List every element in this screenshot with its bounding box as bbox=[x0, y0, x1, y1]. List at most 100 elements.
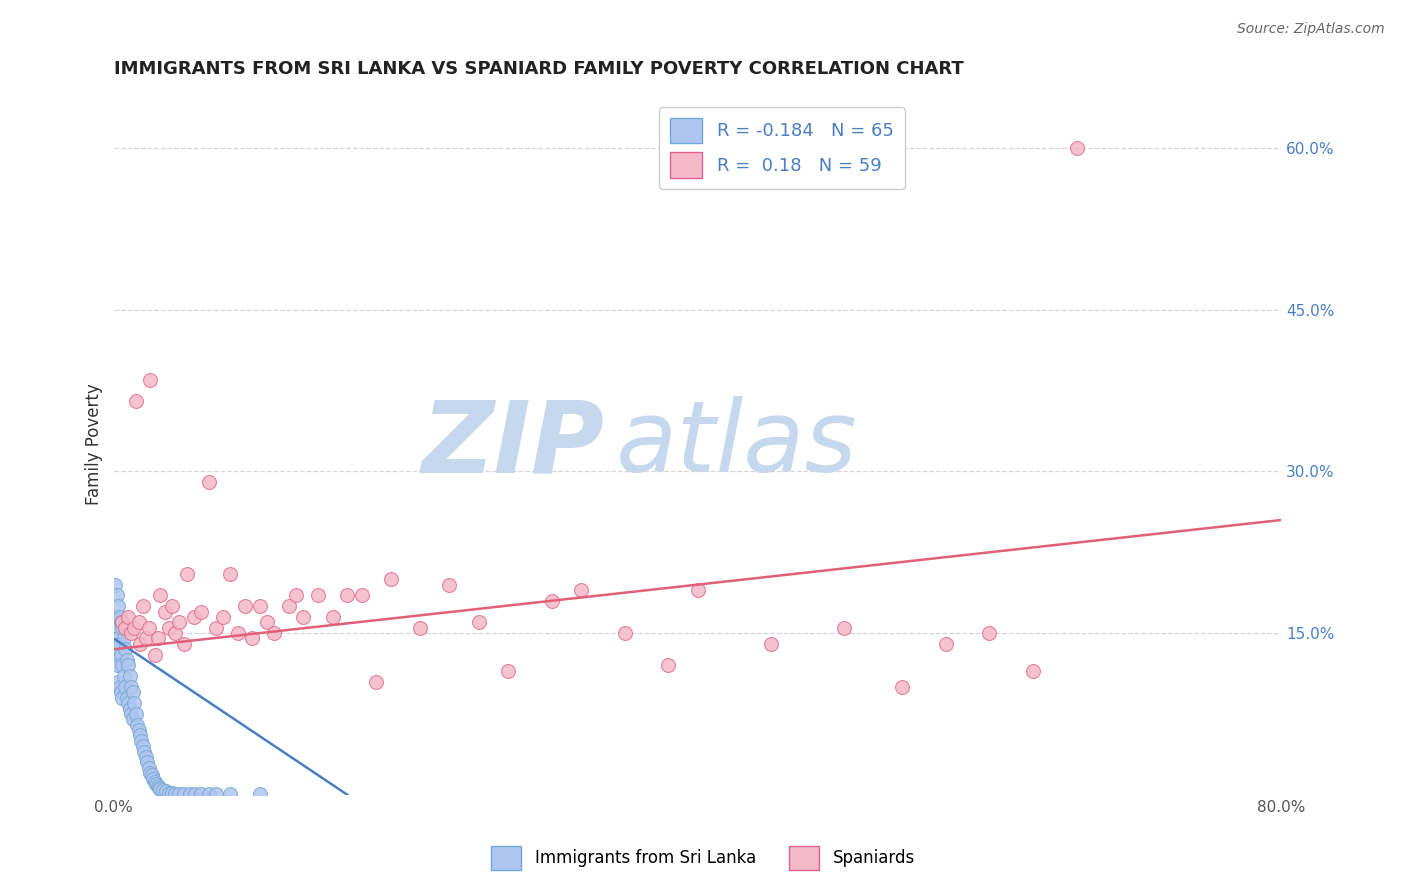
Point bbox=[132, 739, 155, 754]
Point bbox=[467, 615, 489, 630]
Point bbox=[263, 626, 285, 640]
Point bbox=[111, 690, 134, 705]
Point bbox=[759, 637, 782, 651]
Point bbox=[136, 756, 159, 770]
Legend: R = -0.184   N = 65, R =  0.18   N = 59: R = -0.184 N = 65, R = 0.18 N = 59 bbox=[659, 107, 904, 189]
Point bbox=[197, 475, 219, 490]
Point bbox=[122, 696, 145, 710]
Point bbox=[1022, 664, 1045, 678]
Point bbox=[157, 786, 180, 800]
Point bbox=[122, 621, 145, 635]
Point bbox=[569, 582, 592, 597]
Point bbox=[292, 610, 315, 624]
Point bbox=[160, 599, 183, 614]
Point bbox=[190, 787, 212, 801]
Point bbox=[128, 723, 150, 737]
Point bbox=[107, 674, 129, 689]
Point bbox=[108, 680, 131, 694]
Point bbox=[285, 588, 308, 602]
Point bbox=[138, 621, 160, 635]
Point bbox=[190, 605, 212, 619]
Point bbox=[111, 615, 134, 630]
Point bbox=[146, 632, 169, 646]
Point bbox=[613, 626, 636, 640]
Point bbox=[110, 685, 132, 699]
Point bbox=[409, 621, 432, 635]
Point bbox=[219, 566, 242, 581]
Point bbox=[124, 706, 146, 721]
Point bbox=[496, 664, 519, 678]
Point bbox=[380, 572, 402, 586]
Point bbox=[657, 658, 679, 673]
Point bbox=[219, 787, 242, 801]
Point bbox=[149, 588, 172, 602]
Point bbox=[176, 566, 198, 581]
Point bbox=[686, 582, 709, 597]
Point bbox=[104, 610, 127, 624]
Point bbox=[540, 594, 562, 608]
Point bbox=[129, 637, 152, 651]
Point bbox=[117, 696, 139, 710]
Point bbox=[307, 588, 329, 602]
Point bbox=[108, 610, 131, 624]
Point bbox=[832, 621, 855, 635]
Point bbox=[979, 626, 1001, 640]
Point bbox=[205, 787, 228, 801]
Point bbox=[125, 717, 148, 731]
Point bbox=[890, 680, 912, 694]
Point bbox=[366, 674, 388, 689]
Point bbox=[249, 599, 271, 614]
Point bbox=[169, 787, 191, 801]
Point bbox=[108, 637, 131, 651]
Point bbox=[128, 615, 150, 630]
Point bbox=[226, 626, 249, 640]
Point bbox=[111, 621, 134, 635]
Point bbox=[153, 605, 176, 619]
Point bbox=[118, 669, 141, 683]
Point bbox=[184, 787, 207, 801]
Legend: Immigrants from Sri Lanka, Spaniards: Immigrants from Sri Lanka, Spaniards bbox=[485, 839, 921, 877]
Point bbox=[145, 777, 167, 791]
Point bbox=[142, 772, 165, 786]
Point bbox=[110, 615, 132, 630]
Point bbox=[350, 588, 373, 602]
Point bbox=[114, 642, 136, 657]
Point bbox=[105, 621, 128, 635]
Point bbox=[139, 373, 162, 387]
Point bbox=[277, 599, 299, 614]
Point bbox=[120, 706, 142, 721]
Point bbox=[117, 658, 139, 673]
Point bbox=[134, 745, 156, 759]
Point bbox=[233, 599, 256, 614]
Point bbox=[205, 621, 228, 635]
Point bbox=[112, 632, 135, 646]
Point bbox=[112, 669, 135, 683]
Point bbox=[242, 632, 264, 646]
Point bbox=[107, 599, 129, 614]
Point bbox=[132, 599, 155, 614]
Point bbox=[114, 621, 136, 635]
Point bbox=[155, 784, 177, 798]
Point bbox=[249, 787, 271, 801]
Point bbox=[163, 787, 186, 801]
Point bbox=[322, 610, 344, 624]
Point bbox=[104, 577, 127, 591]
Point bbox=[160, 786, 183, 800]
Point bbox=[118, 701, 141, 715]
Point bbox=[173, 787, 195, 801]
Point bbox=[115, 653, 138, 667]
Point bbox=[121, 712, 143, 726]
Point bbox=[129, 728, 152, 742]
Point bbox=[179, 787, 201, 801]
Point bbox=[110, 648, 132, 662]
Point bbox=[163, 626, 186, 640]
Point bbox=[141, 768, 163, 782]
Text: ZIP: ZIP bbox=[422, 396, 605, 493]
Point bbox=[169, 615, 191, 630]
Point bbox=[105, 588, 128, 602]
Point bbox=[148, 781, 170, 796]
Point bbox=[135, 632, 157, 646]
Y-axis label: Family Poverty: Family Poverty bbox=[86, 384, 103, 506]
Point bbox=[121, 685, 143, 699]
Point bbox=[1066, 141, 1088, 155]
